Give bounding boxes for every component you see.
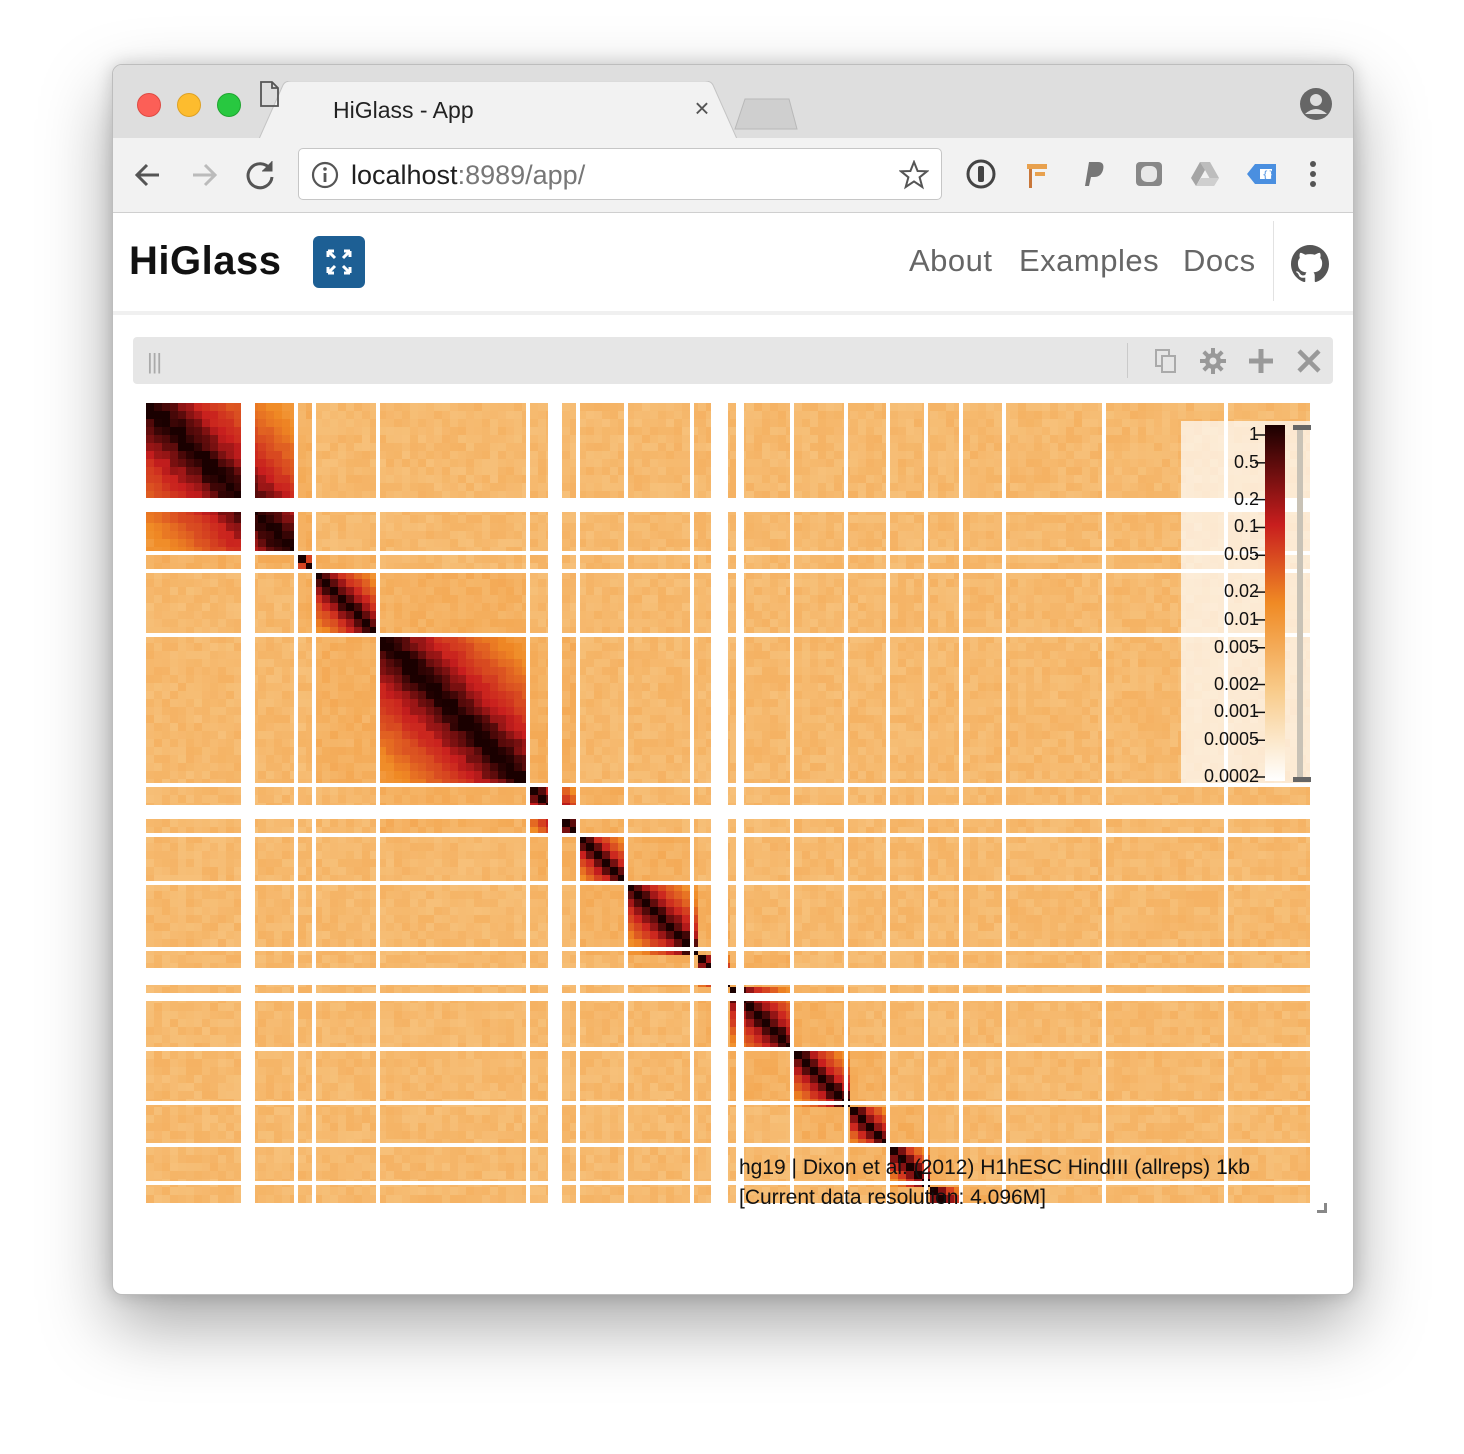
colorbar-background [1181, 421, 1311, 787]
app-navbar: HiGlass About Examples Docs [113, 213, 1353, 315]
forward-icon[interactable] [187, 158, 221, 192]
copy-icon[interactable] [1153, 347, 1179, 375]
nav-divider [1273, 221, 1274, 301]
fullscreen-icon [326, 249, 352, 275]
nav-about[interactable]: About [909, 243, 993, 278]
resize-handle[interactable] [1317, 1203, 1327, 1213]
minimize-window-button[interactable] [177, 93, 201, 117]
browser-toolbar: localhost:8989/app/ [113, 138, 1353, 213]
title-bar: HiGlass - App × [113, 65, 1353, 139]
track-label-name: hg19 | Dixon et al. (2012) H1hESC HindII… [739, 1156, 1250, 1179]
plus-icon[interactable] [1247, 347, 1275, 375]
tab-shape [259, 81, 737, 139]
colorbar-label: 0.2 [1233, 488, 1259, 509]
paypal-extension-icon[interactable] [1077, 158, 1109, 190]
reload-icon[interactable] [243, 158, 277, 192]
colorbar-label: 0.5 [1233, 451, 1259, 472]
colorbar-label: 0.005 [1213, 636, 1259, 657]
url-path: :8989/app/ [457, 160, 586, 190]
profile-icon[interactable] [1299, 87, 1333, 121]
nav-examples[interactable]: Examples [1019, 243, 1160, 278]
colorbar-label: 0.001 [1213, 701, 1259, 722]
tag-extension-icon[interactable]: {} [1245, 158, 1279, 190]
nav-docs[interactable]: Docs [1183, 243, 1256, 278]
star-icon[interactable] [899, 160, 929, 190]
maximize-window-button[interactable] [217, 93, 241, 117]
back-icon[interactable] [131, 158, 165, 192]
drive-extension-icon[interactable] [1189, 158, 1221, 190]
gear-icon[interactable] [1199, 347, 1227, 375]
heatmap-gaps [146, 403, 1310, 1203]
colorbar-label: 0.01 [1223, 608, 1259, 629]
colorbar-label: 0.05 [1223, 544, 1259, 565]
pocket-extension-icon[interactable] [1133, 158, 1165, 190]
url-text: localhost:8989/app/ [351, 160, 585, 191]
colorbar-label: 0.002 [1213, 673, 1259, 694]
svg-text:{}: {} [1262, 170, 1275, 181]
colorbar-label: 0.1 [1233, 516, 1259, 537]
track-label-resolution: [Current data resolution: 4.096M] [739, 1186, 1047, 1209]
menu-icon[interactable] [1305, 158, 1321, 190]
browser-window: HiGlass - App × local [112, 64, 1354, 1295]
close-window-button[interactable] [137, 93, 161, 117]
app-brand[interactable]: HiGlass [129, 239, 282, 283]
signpost-extension-icon[interactable] [1021, 158, 1053, 190]
colorbar-range-slider[interactable] [1297, 425, 1303, 781]
browser-tab[interactable]: HiGlass - App × [259, 81, 737, 139]
colorbar-label: 1 [1248, 424, 1259, 444]
colorbar-label: 0.0002 [1203, 766, 1259, 786]
tab-title: HiGlass - App [333, 97, 474, 123]
password-extension-icon[interactable] [965, 158, 997, 190]
close-icon[interactable] [1295, 347, 1323, 375]
colorbar-graphic [1181, 421, 1311, 787]
colorbar-range-handle[interactable] [1293, 777, 1311, 782]
new-tab-button[interactable] [731, 97, 801, 131]
heatmap-track[interactable] [146, 403, 1310, 1203]
colorbar-label: 0.02 [1223, 581, 1259, 602]
github-icon[interactable] [1291, 245, 1329, 283]
close-tab-icon[interactable]: × [694, 93, 710, 123]
info-icon[interactable] [311, 161, 339, 189]
fullscreen-button[interactable] [313, 236, 365, 288]
colorbar-legend[interactable]: 1 0.5 0.2 0.1 0.05 0.02 0.01 0.005 0.002 0.001 0.0… [1181, 421, 1311, 787]
colorbar-range-handle[interactable] [1293, 425, 1311, 430]
document-icon [260, 81, 279, 107]
track-label: hg19 | Dixon et al. (2012) H1hESC HindII… [739, 1153, 1250, 1213]
view-header[interactable]: ||| [133, 337, 1333, 384]
colorbar-gradient [1265, 425, 1285, 781]
colorbar-label: 0.0005 [1203, 729, 1259, 750]
view-header-divider [1127, 343, 1128, 378]
url-host: localhost [351, 160, 458, 190]
address-bar[interactable]: localhost:8989/app/ [298, 148, 942, 200]
drag-handle[interactable]: ||| [147, 349, 162, 374]
